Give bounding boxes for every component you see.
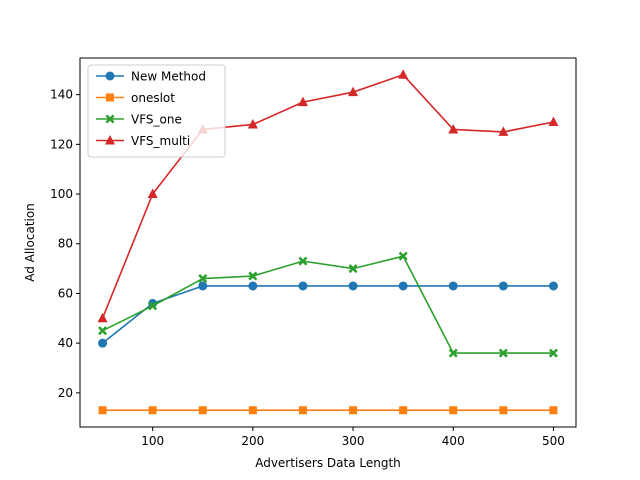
data-point (147, 188, 158, 199)
axes-frame (79, 57, 577, 428)
y-tick-label: 20 (58, 386, 73, 400)
y-axis-label: Ad Allocation (23, 203, 37, 282)
data-point (247, 118, 258, 129)
x-axis: 100 200 300 400 500 (141, 427, 565, 448)
data-point (349, 406, 358, 415)
data-point (148, 406, 157, 415)
legend-label: VFS_multi (131, 134, 190, 148)
data-point (198, 281, 208, 291)
series-vfs-multi (97, 69, 559, 323)
data-point (298, 406, 307, 415)
data-point (549, 406, 558, 415)
y-tick-label: 40 (58, 336, 73, 350)
data-point (448, 281, 458, 291)
data-point (498, 281, 508, 291)
data-point (198, 406, 207, 415)
data-point (198, 274, 208, 284)
data-point (498, 126, 509, 136)
legend-box (87, 64, 226, 158)
legend-item: New Method (96, 70, 206, 84)
legend-marker (105, 135, 115, 145)
series-line (101, 73, 554, 319)
legend-item: VFS_multi (96, 134, 190, 148)
x-tick-label: 500 (542, 434, 565, 448)
data-point (98, 338, 108, 348)
data-point (398, 69, 409, 79)
y-tick-label: 100 (50, 187, 73, 201)
data-point (298, 256, 308, 266)
legend-item: oneslot (96, 91, 175, 105)
legend-marker (106, 93, 114, 102)
data-point (448, 123, 459, 134)
x-tick-label: 400 (442, 434, 465, 448)
data-point (548, 281, 558, 291)
series-line (102, 285, 554, 344)
legend-item: VFS_one (96, 113, 182, 127)
x-tick-label: 300 (342, 434, 365, 448)
x-tick-label: 100 (141, 434, 164, 448)
data-point (448, 348, 458, 358)
data-point (399, 406, 408, 415)
data-point (297, 96, 308, 107)
data-point (449, 406, 458, 415)
data-point (398, 251, 408, 261)
y-axis: 20 40 60 80 100 120 140 (50, 88, 80, 400)
data-point (148, 301, 158, 311)
series-new-method (98, 281, 558, 348)
x-axis-label: Advertisers Data Length (255, 456, 401, 470)
legend-label: oneslot (131, 91, 175, 105)
series-line (102, 255, 554, 354)
data-point (248, 406, 257, 415)
y-tick-label: 140 (50, 88, 73, 102)
y-tick-label: 80 (58, 237, 73, 251)
data-point (548, 348, 558, 358)
data-point (248, 281, 258, 291)
legend: New Method oneslot VFS_one VFS_multi (87, 64, 226, 158)
x-tick-label: 200 (241, 434, 264, 448)
legend-label: VFS_one (131, 113, 182, 127)
series-vfs-one (98, 251, 558, 358)
data-point (248, 271, 258, 281)
data-point (398, 281, 408, 291)
data-point (348, 281, 358, 291)
data-point (348, 264, 358, 274)
data-point (148, 298, 158, 308)
legend-label: New Method (131, 70, 206, 84)
data-point (498, 348, 508, 358)
data-point (98, 326, 108, 336)
data-point (298, 281, 308, 291)
data-point (499, 406, 508, 415)
data-point (548, 116, 559, 126)
series-layer (97, 69, 559, 415)
series-oneslot (98, 406, 558, 415)
legend-marker (105, 71, 115, 81)
data-point (348, 86, 359, 97)
data-point (97, 312, 108, 323)
y-tick-label: 120 (50, 137, 73, 151)
y-tick-label: 60 (58, 286, 73, 300)
data-point (98, 406, 107, 415)
legend-marker (105, 114, 115, 124)
